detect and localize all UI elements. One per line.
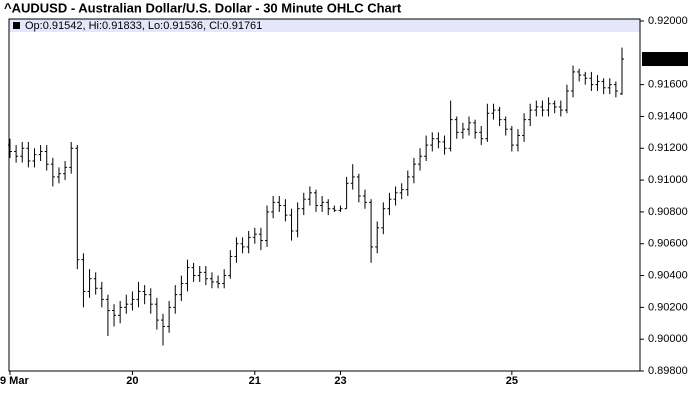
y-tick-label: 0.91400 [648, 110, 688, 122]
y-tick-label: 0.90400 [648, 269, 688, 281]
x-tick-label: 23 [334, 375, 346, 387]
y-tick-label: 0.92000 [648, 15, 688, 27]
plot-frame [8, 18, 641, 372]
x-tick-label: 21 [249, 375, 261, 387]
y-tick-label: 0.89800 [648, 365, 688, 377]
chart-title: ^AUDUSD - Australian Dollar/U.S. Dollar … [4, 0, 402, 15]
y-tick-label: 0.91200 [648, 142, 688, 154]
last-price-box [642, 52, 688, 67]
x-tick-label: 20 [126, 375, 138, 387]
info-label: Op:0.91542, Hi:0.91833, Lo:0.91536, Cl:0… [25, 20, 262, 32]
y-tick-label: 0.90600 [648, 238, 688, 250]
y-tick-label: 0.91000 [648, 174, 688, 186]
y-tick-label: 0.90200 [648, 301, 688, 313]
y-tick-label: 0.91600 [648, 79, 688, 91]
x-tick-label: 25 [506, 375, 518, 387]
info-band [9, 19, 640, 32]
last-price-label: 0.91761 [646, 53, 686, 65]
y-tick-label: 0.90800 [648, 206, 688, 218]
y-tick-label: 0.90000 [648, 333, 688, 345]
x-tick-label: 9 Mar [0, 375, 29, 387]
info-marker [13, 22, 20, 29]
